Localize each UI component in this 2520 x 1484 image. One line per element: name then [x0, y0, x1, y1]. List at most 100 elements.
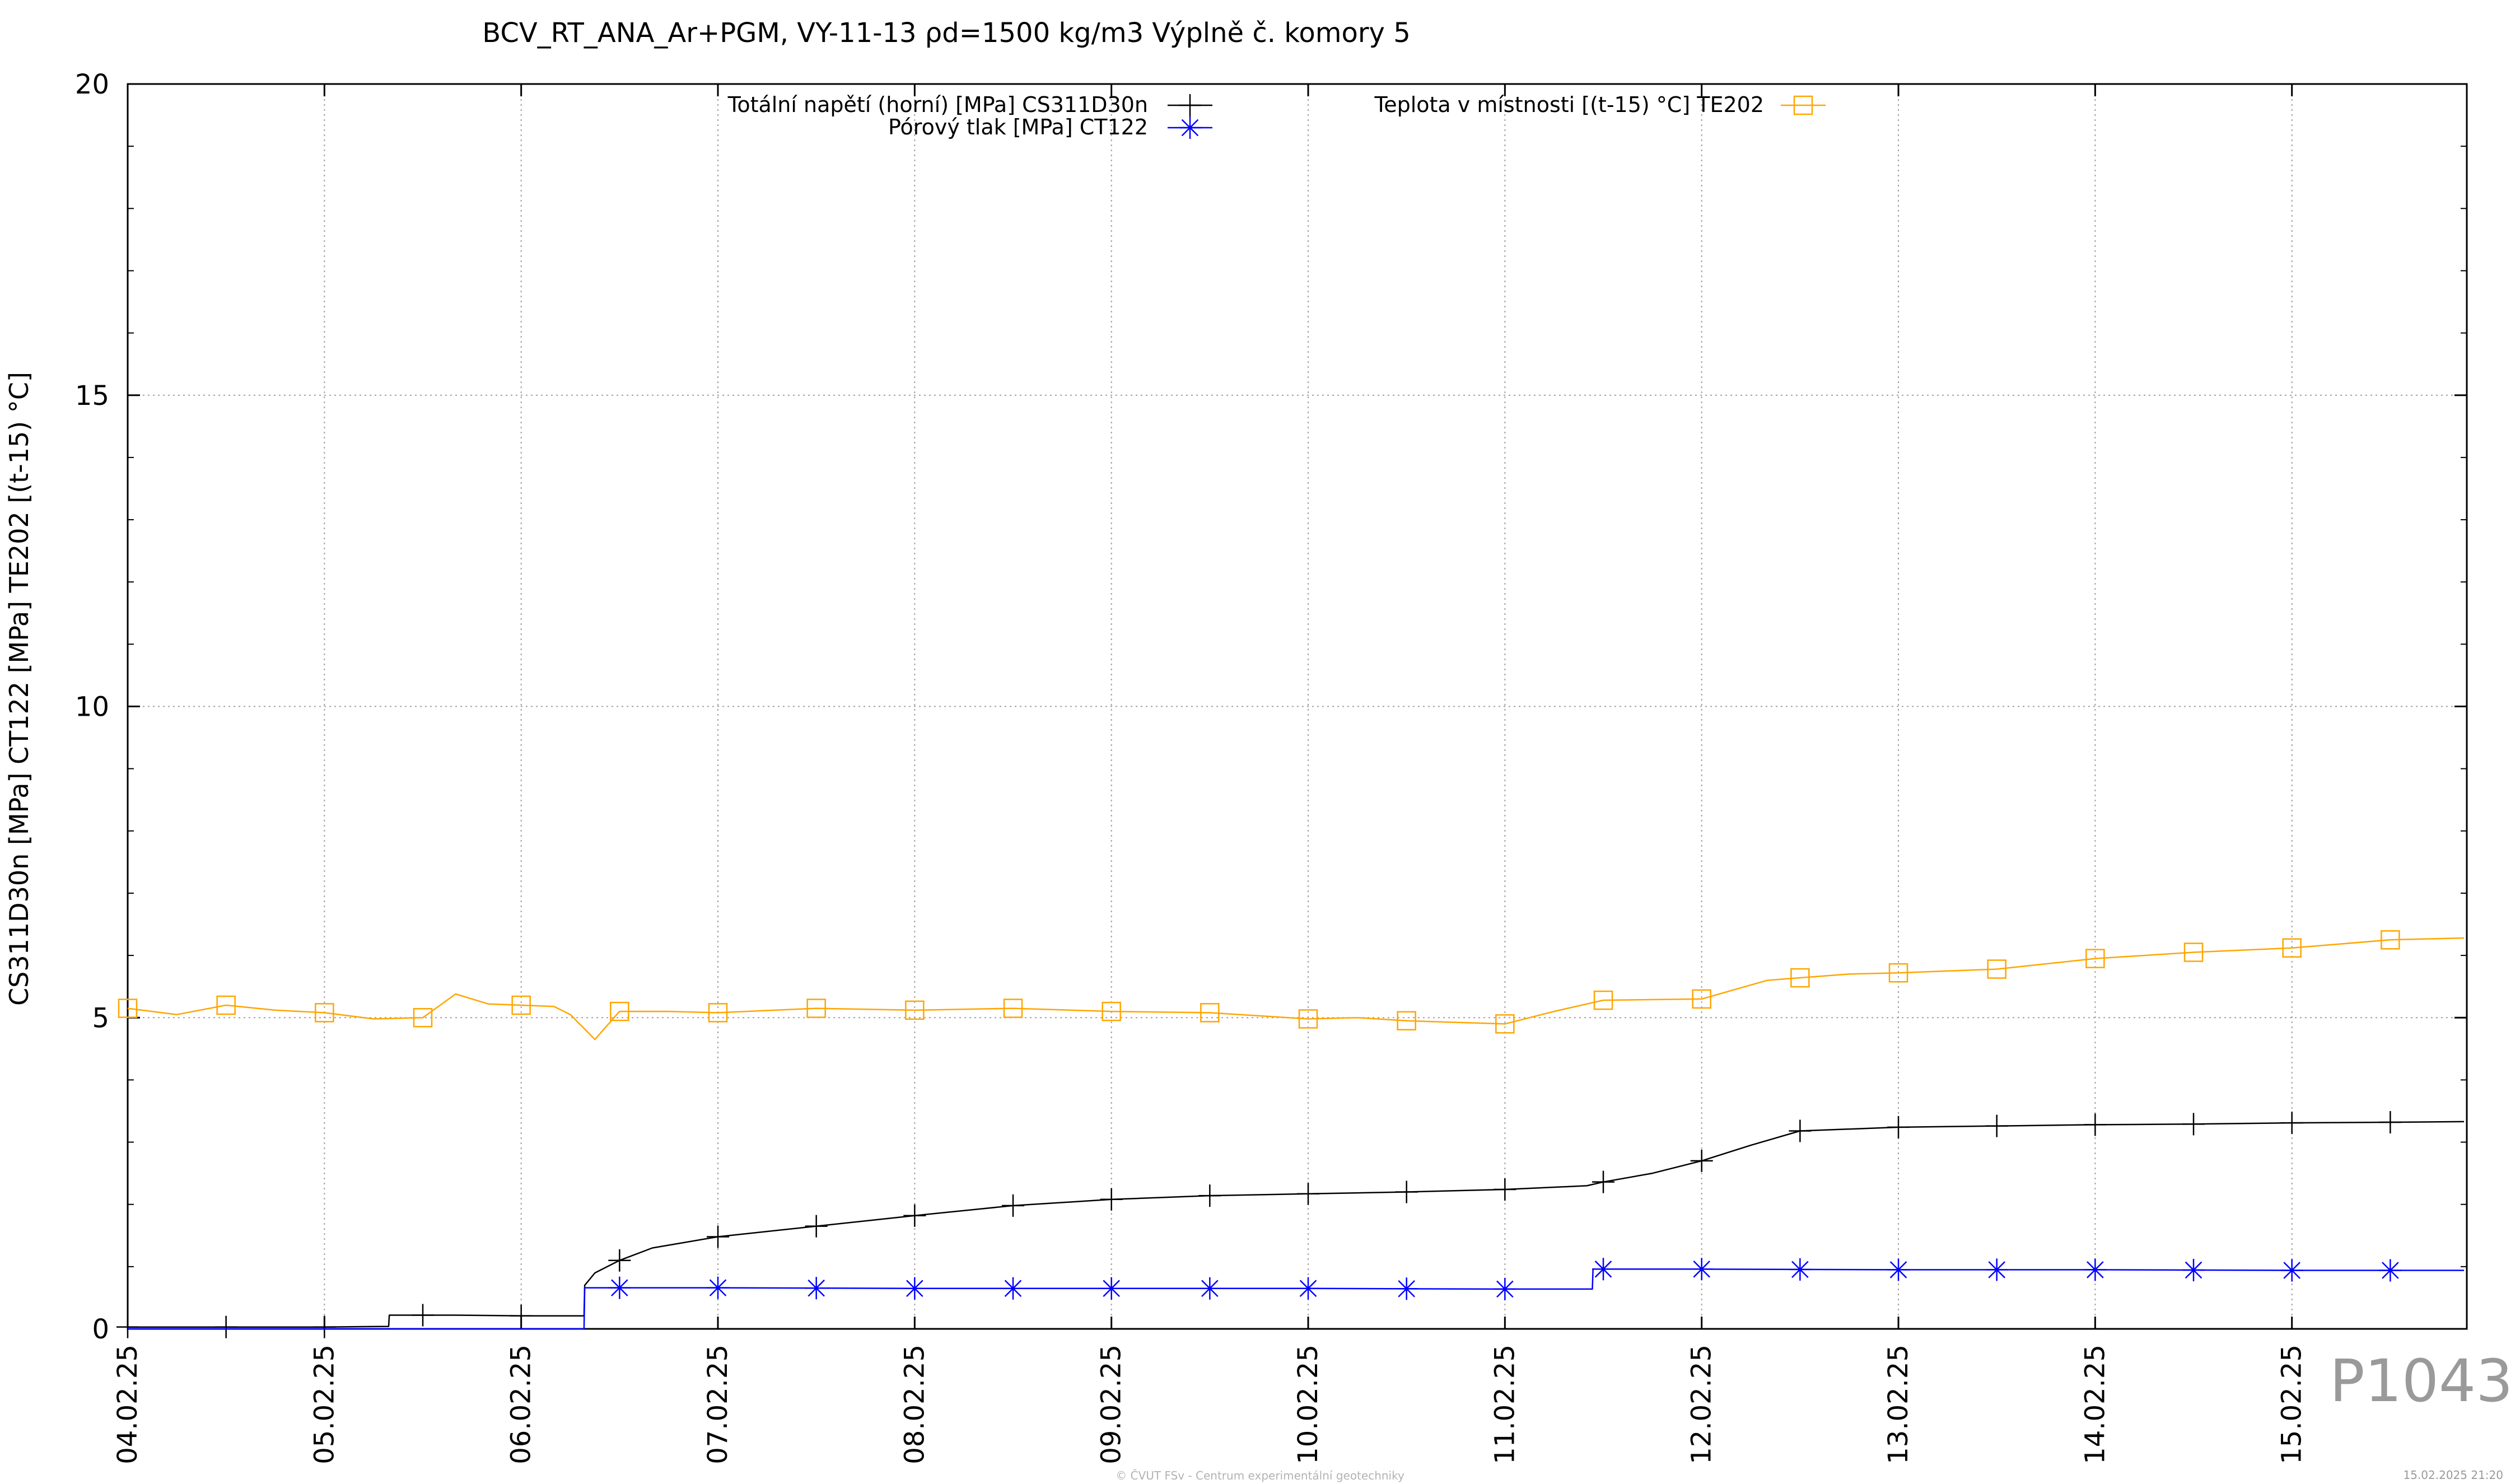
- data-point: [1102, 1001, 1121, 1021]
- data-point: [1395, 1180, 1418, 1203]
- data-point: [216, 995, 236, 1015]
- data-point: [2379, 1110, 2402, 1133]
- data-point: [2183, 942, 2204, 962]
- data-point: [806, 998, 826, 1018]
- x-tick-label: 13.02.25: [1883, 1345, 1914, 1464]
- series-1: [116, 1110, 2465, 1338]
- x-tick-label: 10.02.25: [1292, 1345, 1324, 1464]
- data-point: [2182, 1113, 2205, 1136]
- data-point: [1985, 1114, 2008, 1137]
- watermark: P1043: [2330, 1347, 2513, 1415]
- data-point: [1593, 990, 1613, 1010]
- data-point: [707, 1225, 730, 1248]
- series-3: [118, 930, 2465, 1040]
- x-tick-label: 06.02.25: [506, 1345, 537, 1464]
- data-point: [412, 1304, 435, 1327]
- data-point: [1198, 1277, 1221, 1300]
- data-point: [2280, 1112, 2303, 1135]
- data-point: [116, 1315, 139, 1338]
- data-point: [1987, 959, 2006, 979]
- chart-title: BCV_RT_ANA_Ar+PGM, VY-11-13 ρd=1500 kg/m…: [482, 17, 1411, 49]
- legend-entry: Pórový tlak [MPa] CT122: [888, 115, 1212, 139]
- data-point: [1793, 95, 1813, 115]
- data-point: [1789, 1258, 1812, 1281]
- data-point: [903, 1277, 926, 1300]
- data-point: [903, 1204, 926, 1227]
- data-point: [1198, 1184, 1221, 1207]
- x-tick-label: 11.02.25: [1489, 1345, 1520, 1464]
- series-line: [127, 937, 2465, 1040]
- data-point: [1395, 1277, 1418, 1300]
- x-tick-label: 07.02.25: [702, 1345, 734, 1464]
- legend-label: Totální napětí (horní) [MPa] CS311D30n: [727, 92, 1148, 117]
- data-point: [707, 1276, 730, 1299]
- data-point: [1789, 1119, 1812, 1142]
- y-tick-label: 5: [92, 1002, 109, 1034]
- data-point: [1592, 1258, 1615, 1281]
- data-point: [1592, 1170, 1615, 1193]
- data-point: [2085, 949, 2105, 968]
- grid: [128, 84, 2467, 1329]
- x-tick-label: 08.02.25: [899, 1345, 930, 1464]
- y-axis-label: CS311D30n [MPa] CT122 [MPa] TE202 [(t-15…: [4, 372, 34, 1006]
- data-point: [1100, 1277, 1123, 1300]
- legend: Totální napětí (horní) [MPa] CS311D30nPó…: [727, 92, 1826, 139]
- legend-label: Teplota v místnosti [(t-15) °C] TE202: [1374, 92, 1764, 117]
- data-point: [1790, 968, 1810, 988]
- data-point: [1887, 1116, 1910, 1138]
- data-point: [608, 1276, 631, 1299]
- data-point: [1003, 998, 1023, 1018]
- y-ticks: 0 5 10 15 20: [75, 69, 2467, 1345]
- data-point: [1298, 1009, 1318, 1029]
- data-point: [610, 1001, 629, 1021]
- data-point: [118, 998, 138, 1018]
- data-point: [708, 1003, 728, 1023]
- data-point: [510, 1304, 533, 1327]
- data-point: [1690, 1149, 1713, 1172]
- x-tick-label: 15.02.25: [2276, 1345, 2308, 1464]
- data-point: [1100, 1188, 1123, 1211]
- series-line: [128, 1121, 2465, 1328]
- data-point: [905, 1000, 925, 1020]
- timestamp: 15.02.2025 21:20: [2403, 1468, 2503, 1482]
- legend-label: Pórový tlak [MPa] CT122: [888, 115, 1148, 139]
- data-point: [2084, 1113, 2107, 1136]
- data-point: [1297, 1277, 1320, 1300]
- data-point: [805, 1215, 828, 1238]
- data-point: [2379, 1259, 2402, 1282]
- series-2: [128, 1258, 2465, 1330]
- x-tick-label: 09.02.25: [1096, 1345, 1127, 1464]
- y-tick-label: 0: [92, 1314, 109, 1345]
- y-tick-label: 10: [75, 692, 109, 723]
- data-point: [1985, 1258, 2008, 1281]
- data-point: [511, 995, 531, 1015]
- data-point: [2282, 938, 2302, 958]
- data-point: [1888, 963, 1908, 983]
- data-point: [1297, 1182, 1320, 1205]
- y-tick-label: 20: [75, 69, 109, 100]
- series-layer: [116, 930, 2465, 1338]
- data-point: [1494, 1178, 1516, 1201]
- data-point: [1690, 1258, 1713, 1281]
- copyright-text: © ČVUT FSv - Centrum experimentální geot…: [1116, 1469, 1404, 1482]
- legend-entry: Totální napětí (horní) [MPa] CS311D30n: [727, 92, 1212, 117]
- data-point: [1002, 1277, 1025, 1300]
- x-tick-label: 04.02.25: [112, 1345, 143, 1464]
- data-point: [214, 1315, 237, 1338]
- x-tick-label: 05.02.25: [309, 1345, 340, 1464]
- data-point: [1494, 1277, 1516, 1300]
- legend-entry: Teplota v místnosti [(t-15) °C] TE202: [1374, 92, 1826, 117]
- data-point: [608, 1249, 631, 1272]
- data-point: [2381, 930, 2400, 950]
- data-point: [315, 1003, 334, 1023]
- data-point: [1495, 1014, 1515, 1034]
- data-point: [1692, 989, 1711, 1009]
- data-point: [2084, 1258, 2107, 1281]
- data-point: [2182, 1258, 2205, 1281]
- data-point: [2280, 1259, 2303, 1282]
- series-line: [128, 1268, 2465, 1330]
- x-tick-label: 12.02.25: [1686, 1345, 1718, 1464]
- data-point: [413, 1008, 433, 1028]
- data-point: [1179, 116, 1201, 139]
- data-point: [1887, 1258, 1910, 1281]
